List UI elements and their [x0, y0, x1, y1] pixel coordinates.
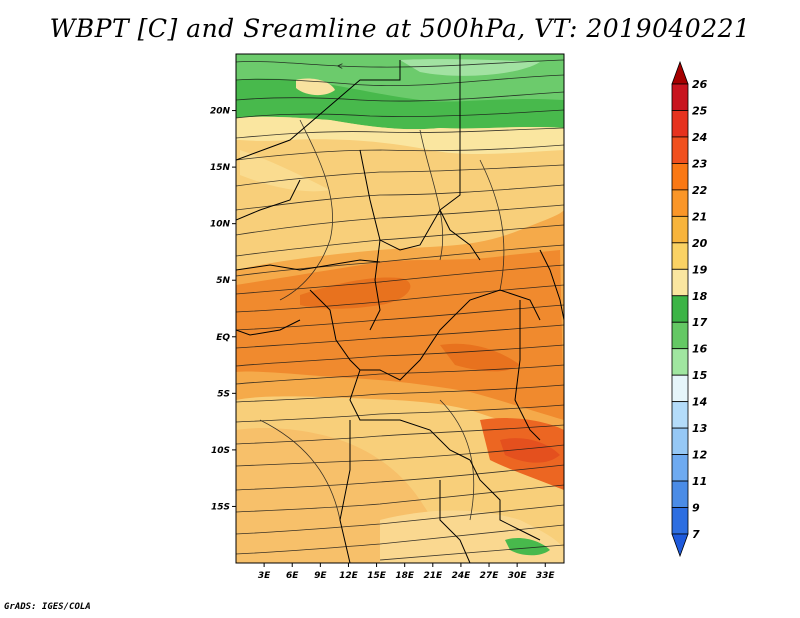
footer-credit: GrADS: IGES/COLA	[4, 602, 91, 612]
colorbar-label: 25	[692, 104, 708, 117]
colorbar-segment	[671, 163, 689, 191]
colorbar-label: 12	[692, 449, 708, 462]
colorbar-label: 19	[692, 263, 708, 276]
chart-title: WBPT [C] and Sreamline at 500hPa, VT: 20…	[49, 14, 751, 43]
lon-label: 33E	[536, 571, 556, 581]
colorbar-label: 18	[692, 290, 708, 303]
lat-label: 5N	[216, 276, 230, 286]
colorbar-segment	[671, 427, 689, 455]
lon-label: 27E	[480, 571, 500, 581]
lon-label: 21E	[423, 571, 443, 581]
colorbar-segment	[671, 374, 689, 403]
colorbar-label: 15	[692, 369, 708, 382]
colorbar-segment	[671, 295, 689, 323]
colorbar-segment	[671, 83, 689, 111]
colorbar-label: 13	[692, 422, 708, 435]
colorbar-label: 14	[692, 396, 707, 409]
colorbar-segment	[671, 321, 689, 350]
colorbar-label: 23	[692, 157, 708, 170]
colorbar-top-arrow	[671, 60, 689, 85]
colorbar-segment	[671, 136, 689, 164]
lon-label: 15E	[367, 571, 387, 581]
country-borders	[236, 54, 564, 563]
colorbar: 26 25 24 23 22 21 20 19 18 17 16 15 14 13 12 11 9 7	[671, 60, 708, 558]
colorbar-segment	[671, 268, 689, 297]
colorbar-bottom-arrow	[671, 533, 689, 558]
latitude-axis: 20N 15N 10N 5N EQ 5S 10S 15S	[210, 107, 236, 512]
lon-label: 12E	[339, 571, 359, 581]
colorbar-segment	[671, 507, 689, 535]
lon-label: 24E	[452, 571, 472, 581]
colorbar-label: 16	[692, 343, 708, 356]
colorbar-label: 24	[692, 131, 707, 144]
lon-label: 18E	[395, 571, 415, 581]
map-frame	[235, 53, 565, 564]
lon-label: 30E	[508, 571, 528, 581]
colorbar-label: 20	[692, 237, 708, 250]
lat-label: 15S	[211, 502, 230, 512]
colorbar-segment	[671, 242, 689, 270]
colorbar-segment	[671, 215, 689, 244]
colorbar-label: 9	[692, 502, 700, 515]
lat-label: 15N	[210, 163, 231, 173]
lon-label: 9E	[314, 571, 327, 581]
colorbar-label: 7	[692, 528, 700, 541]
lat-label: 10S	[211, 446, 230, 456]
colorbar-label: 21	[692, 210, 707, 223]
colorbar-segment	[671, 401, 689, 429]
lat-label: EQ	[216, 333, 230, 343]
colorbar-segment	[671, 454, 689, 482]
wbpt-field	[236, 54, 564, 563]
lat-label: 20N	[210, 107, 231, 117]
colorbar-segment	[671, 110, 689, 138]
streamlines	[236, 59, 564, 561]
colorbar-label: 26	[692, 78, 708, 91]
colorbar-label: 11	[692, 475, 707, 488]
colorbar-segment	[671, 348, 689, 376]
lat-label: 10N	[210, 220, 231, 230]
colorbar-label: 22	[692, 184, 708, 197]
colorbar-segment	[671, 189, 689, 217]
lon-label: 3E	[258, 571, 271, 581]
lon-label: 6E	[286, 571, 299, 581]
longitude-axis: 3E 6E 9E 12E 15E 18E 21E 24E 27E 30E 33E	[258, 563, 556, 581]
colorbar-segment	[671, 480, 689, 508]
colorbar-label: 17	[692, 316, 708, 329]
lat-label: 5S	[217, 389, 230, 399]
